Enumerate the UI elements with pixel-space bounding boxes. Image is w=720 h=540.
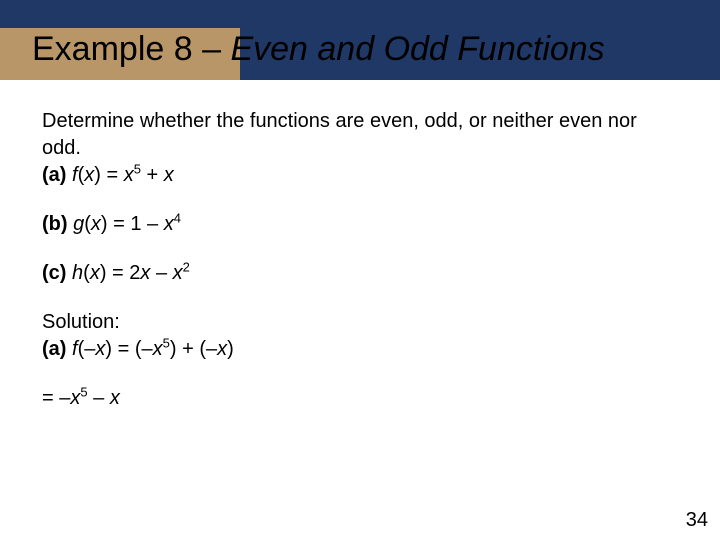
sol-a-label: (a) xyxy=(42,338,66,360)
part-a-label: (a) xyxy=(42,164,66,186)
part-b-t1e: 4 xyxy=(174,210,181,225)
intro-text: Determine whether the functions are even… xyxy=(42,110,637,159)
sol2-t2: x xyxy=(110,387,120,409)
solution-label: Solution: xyxy=(42,311,120,333)
sol-a-t2: x xyxy=(217,338,227,360)
sol-a-mid: ) + (– xyxy=(170,338,217,360)
sol-a-end: ) xyxy=(227,338,234,360)
slide-body: Determine whether the functions are even… xyxy=(42,108,678,434)
part-c-t1b: x xyxy=(173,262,183,284)
part-c-label: (c) xyxy=(42,262,66,284)
title-italic: Even and Odd Functions xyxy=(230,30,604,68)
part-c-rhs: = 2 xyxy=(106,262,140,284)
sol-a-t1b: x xyxy=(153,338,163,360)
part-c-arg: x xyxy=(90,262,100,284)
part-c-minus: – xyxy=(150,262,172,284)
part-a-t1b: x xyxy=(124,164,134,186)
rparen: ) xyxy=(94,164,101,186)
rparen: ) xyxy=(101,213,108,235)
lparen: ( xyxy=(83,262,90,284)
sol-a-arg-neg: – xyxy=(84,338,95,360)
part-c-t1e: 2 xyxy=(183,259,190,274)
sol2-t1b: x xyxy=(70,387,80,409)
part-c-midvar: x xyxy=(140,262,150,284)
solution-a-line1: Solution: (a) f(–x) = (–x5) + (–x) xyxy=(42,309,678,363)
part-a-t1e: 5 xyxy=(134,161,141,176)
sol-a-t1e: 5 xyxy=(163,335,170,350)
lparen: ( xyxy=(84,213,91,235)
slide-header: Example 8 – Even and Odd Functions xyxy=(0,0,720,80)
sol2-eq: = – xyxy=(42,387,70,409)
sol2-t1e: 5 xyxy=(80,384,87,399)
sol-a-arg: x xyxy=(95,338,105,360)
sol-a-eq: = (– xyxy=(112,338,153,360)
part-b-t1b: x xyxy=(164,213,174,235)
part-c-fn: h xyxy=(72,262,83,284)
slide-title: Example 8 – Even and Odd Functions xyxy=(32,30,605,69)
page-number: 34 xyxy=(686,509,708,532)
title-prefix: Example 8 – xyxy=(32,30,230,68)
part-a-eq: = xyxy=(101,164,124,186)
intro-and-part-a: Determine whether the functions are even… xyxy=(42,108,678,189)
sol2-minus: – xyxy=(88,387,110,409)
part-a-arg: x xyxy=(84,164,94,186)
part-b-fn: g xyxy=(73,213,84,235)
part-a-t2: x xyxy=(164,164,174,186)
solution-a-line2: = –x5 – x xyxy=(42,385,678,412)
part-a-plus: + xyxy=(141,164,164,186)
part-b-label: (b) xyxy=(42,213,68,235)
part-b-arg: x xyxy=(91,213,101,235)
part-b-rhs: = 1 – xyxy=(108,213,164,235)
part-c: (c) h(x) = 2x – x2 xyxy=(42,260,678,287)
part-b: (b) g(x) = 1 – x4 xyxy=(42,211,678,238)
